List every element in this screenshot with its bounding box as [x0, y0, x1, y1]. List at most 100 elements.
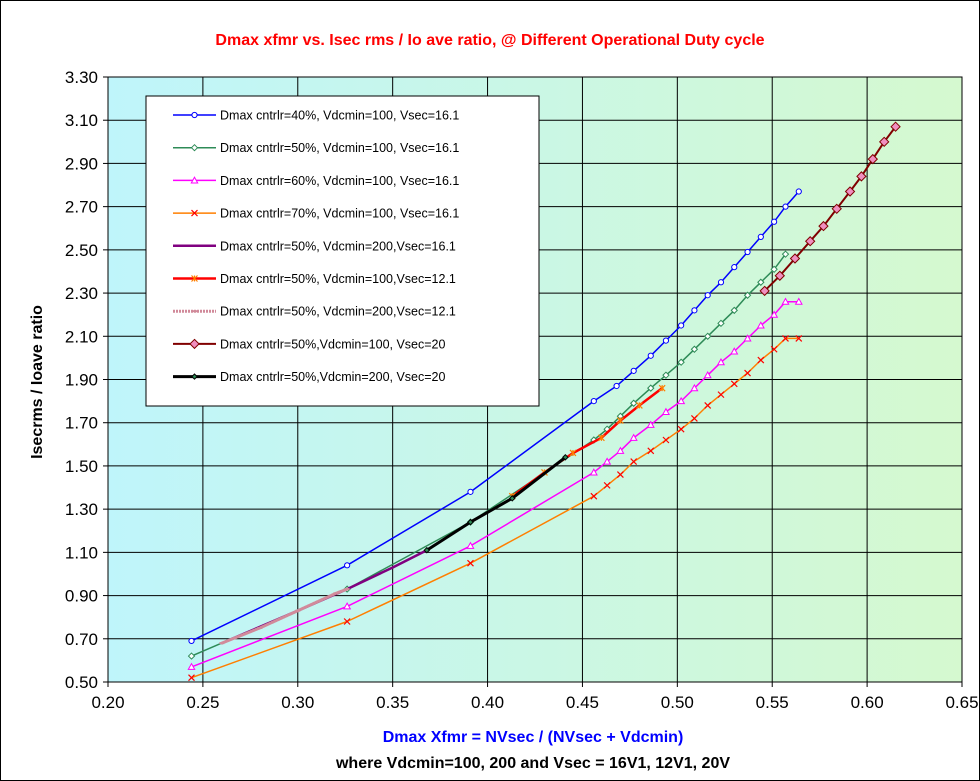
y-tick-label: 1.10 — [65, 543, 98, 562]
data-point — [188, 637, 195, 645]
legend-item-2: Dmax cntrlr=50%, Vdcmin=100, Vsec=16.1 — [173, 141, 459, 155]
legend-label: Dmax cntrlr=60%, Vdcmin=100, Vsec=16.1 — [220, 174, 459, 188]
data-point — [690, 345, 699, 353]
data-point — [757, 278, 765, 286]
data-point — [759, 285, 770, 297]
y-tick-labels: 0.50 0.70 0.90 1.10 1.30 1.50 1.70 1.90 2.10 2.30… — [65, 68, 98, 692]
data-point — [662, 436, 670, 444]
data-point — [770, 345, 778, 353]
data-point — [616, 446, 625, 454]
y-tick-label: 1.70 — [65, 414, 98, 433]
data-point — [188, 674, 195, 682]
data-point — [717, 391, 725, 399]
data-point — [343, 602, 352, 610]
data-point — [690, 383, 699, 392]
legend-items: Dmax cntrlr=40%, Vdcmin=100, Vsec=16.1 Dm… — [173, 109, 459, 384]
data-point — [782, 335, 789, 342]
legend-item-3: Dmax cntrlr=60%, Vdcmin=100, Vsec=16.1 — [173, 174, 459, 188]
legend-label: Dmax cntrlr=50%, Vdcmin=100,Vsec=12.1 — [220, 272, 456, 286]
x-tick-label: 0.60 — [851, 693, 884, 712]
y-tick-label: 1.30 — [65, 500, 98, 519]
series-9 — [423, 453, 569, 554]
data-point — [878, 136, 890, 148]
y-tick-label: 2.90 — [65, 154, 98, 173]
legend-marker — [191, 275, 198, 282]
data-point — [731, 264, 738, 271]
x-tick-label: 0.50 — [661, 693, 694, 712]
data-point — [730, 347, 739, 355]
data-point — [187, 662, 196, 670]
data-point — [630, 458, 638, 466]
data-point — [630, 367, 637, 374]
x-tick-label: 0.35 — [376, 693, 409, 712]
data-point — [616, 417, 624, 424]
legend-marker — [190, 176, 199, 184]
series-4 — [188, 335, 803, 682]
data-point — [703, 332, 712, 340]
data-point — [890, 121, 901, 132]
data-point — [716, 357, 726, 366]
data-point — [744, 248, 751, 256]
data-point — [662, 371, 670, 379]
data-point — [677, 425, 685, 433]
legend-marker — [189, 338, 200, 350]
data-point — [678, 322, 685, 329]
data-point — [757, 233, 764, 240]
legend-marker — [191, 111, 198, 119]
y-tick-label: 2.70 — [65, 198, 98, 217]
data-point — [629, 399, 638, 407]
y-tick-label: 0.50 — [65, 673, 98, 692]
data-point — [704, 292, 711, 299]
data-point — [771, 218, 778, 225]
legend-item-1: Dmax cntrlr=40%, Vdcmin=100, Vsec=16.1 — [173, 109, 459, 123]
series-1 — [188, 188, 802, 645]
legend-label: Dmax cntrlr=50%,Vdcmin=100, Vsec=20 — [220, 337, 446, 351]
data-point — [616, 471, 624, 478]
data-point — [423, 546, 431, 554]
series-line — [190, 190, 800, 642]
data-point — [647, 352, 654, 359]
data-point — [831, 203, 842, 215]
x-tick-label: 0.65 — [945, 693, 978, 712]
data-point — [789, 253, 801, 264]
x-tick-label: 0.20 — [91, 693, 124, 712]
series-lines — [187, 121, 901, 682]
data-point — [603, 457, 612, 465]
data-point — [635, 402, 643, 409]
legend-item-4: Dmax cntrlr=70%, Vdcmin=100, Vsec=16.1 — [173, 207, 459, 221]
legend: Dmax cntrlr=40%, Vdcmin=100, Vsec=16.1 Dm… — [145, 95, 540, 407]
data-point — [795, 335, 803, 342]
series-7 — [219, 587, 350, 645]
legend-item-5: Dmax cntrlr=50%, Vdcmin=200,Vsec=16.1 — [173, 239, 456, 253]
data-point — [818, 220, 829, 232]
data-point — [717, 279, 725, 286]
legend-label: Dmax cntrlr=50%, Vdcmin=100, Vsec=16.1 — [220, 141, 459, 155]
data-point — [590, 398, 597, 405]
data-point — [867, 153, 879, 165]
y-tick-label: 1.50 — [65, 457, 98, 476]
data-point — [677, 396, 686, 405]
x-tick-labels: 0.20 0.25 0.30 0.35 0.40 0.45 0.50 0.55 0.60 0.65 — [91, 693, 978, 712]
data-point — [629, 433, 638, 441]
data-point — [770, 265, 778, 274]
y-tick-label: 0.90 — [65, 587, 98, 606]
series-8 — [759, 121, 901, 297]
data-point — [804, 236, 816, 247]
x-tick-label: 0.25 — [186, 693, 219, 712]
data-point — [613, 382, 620, 390]
data-point — [856, 171, 867, 182]
x-tick-label: 0.40 — [471, 693, 504, 712]
data-point — [743, 291, 752, 299]
y-tick-label: 2.10 — [65, 327, 98, 346]
legend-label: Dmax cntrlr=50%,Vdcmin=200, Vsec=20 — [220, 370, 446, 384]
data-point — [677, 358, 685, 366]
data-point — [467, 488, 474, 495]
data-point — [508, 495, 516, 502]
y-tick-label: 2.50 — [65, 241, 98, 260]
data-point — [467, 559, 474, 567]
series-3 — [187, 297, 803, 670]
legend-label: Dmax cntrlr=40%, Vdcmin=100, Vsec=16.1 — [220, 109, 459, 123]
data-point — [187, 652, 196, 660]
data-point — [597, 434, 605, 442]
